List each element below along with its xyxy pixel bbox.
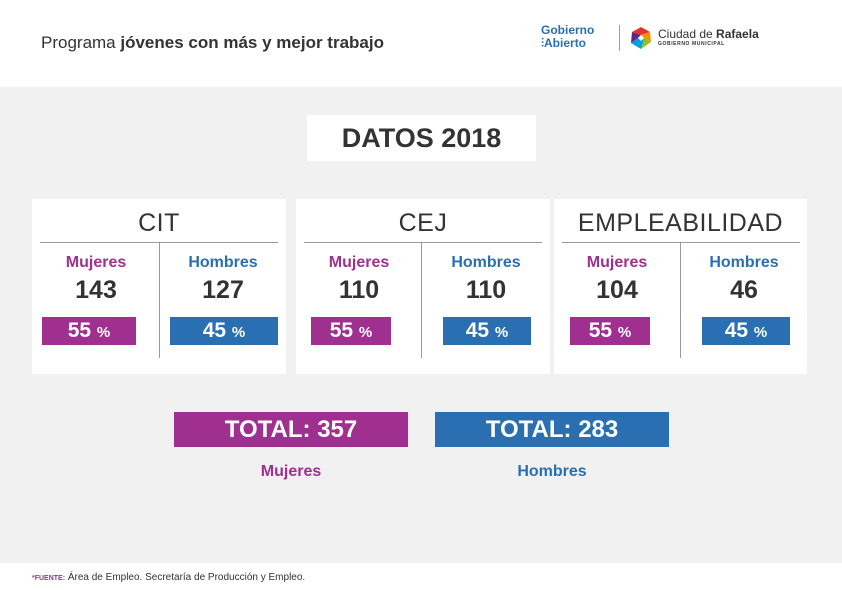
- percent-unit: %: [494, 324, 509, 341]
- footer-source: *FUENTE: Área de Empleo. Secretaría de P…: [32, 572, 305, 583]
- program-title: Programa jóvenes con más y mejor trabajo: [41, 33, 384, 53]
- percent-unit: %: [753, 324, 768, 341]
- card-cit: CIT Mujeres Hombres 143 127 55 % 45 %: [32, 199, 286, 374]
- gobierno-abierto-logo: Gobierno ⫶Abierto: [541, 24, 611, 50]
- source-label: *FUENTE:: [32, 575, 66, 582]
- hombres-percent-value: 45: [202, 319, 227, 342]
- hombres-count: 46: [730, 276, 758, 304]
- card-title: EMPLEABILIDAD: [577, 209, 784, 237]
- hombres-label: Hombres: [709, 254, 779, 271]
- card-title: CEJ: [398, 209, 448, 237]
- total-mujeres-label: Mujeres: [260, 463, 322, 480]
- logo-ciudad-text: Ciudad de: [658, 27, 717, 41]
- mujeres-percent-value: 55: [588, 319, 613, 342]
- card-column-divider: [680, 243, 681, 358]
- mujeres-count: 143: [75, 276, 117, 304]
- logo-abierto-line: ⫶Abierto: [541, 36, 587, 50]
- logo-subtitle: GOBIERNO MUNICIPAL: [658, 41, 725, 47]
- total-hombres-label: Hombres: [517, 463, 587, 480]
- mujeres-percent: 55 %: [570, 317, 650, 345]
- page-title: DATOS 2018: [307, 115, 536, 161]
- card-column-divider: [421, 243, 422, 358]
- logo-rafaela-text: Rafaela: [716, 27, 759, 41]
- card-divider: [304, 242, 542, 243]
- mujeres-label: Mujeres: [586, 254, 648, 271]
- total-hombres: TOTAL: 283: [435, 412, 669, 447]
- percent-unit: %: [617, 324, 632, 341]
- hombres-label: Hombres: [451, 254, 521, 271]
- logo-abierto-text: Abierto: [544, 36, 587, 50]
- logo-gobierno-text: Gobierno: [541, 23, 595, 37]
- percent-unit: %: [358, 324, 373, 341]
- card-column-divider: [159, 243, 160, 358]
- card-cej: CEJ Mujeres Hombres 110 110 55 % 45 %: [296, 199, 550, 374]
- program-title-plain: Programa: [41, 33, 121, 52]
- percent-unit: %: [231, 324, 246, 341]
- hombres-label: Hombres: [188, 254, 258, 271]
- logo-city-name: Ciudad de Rafaela: [658, 28, 759, 41]
- hombres-count: 110: [465, 276, 507, 304]
- hombres-count: 127: [202, 276, 244, 304]
- program-title-bold: jóvenes con más y mejor trabajo: [120, 33, 384, 52]
- card-divider: [40, 242, 278, 243]
- mujeres-label: Mujeres: [328, 254, 390, 271]
- header: Programa jóvenes con más y mejor trabajo…: [0, 0, 842, 87]
- source-text: Área de Empleo. Secretaría de Producción…: [67, 572, 306, 583]
- percent-unit: %: [96, 324, 111, 341]
- hombres-percent-value: 45: [724, 319, 749, 342]
- card-title: CIT: [138, 209, 180, 237]
- mujeres-count: 110: [338, 276, 380, 304]
- hombres-percent: 45 %: [170, 317, 278, 345]
- main-panel: DATOS 2018 CIT Mujeres Hombres 143 127 5…: [0, 87, 842, 563]
- hombres-percent-value: 45: [465, 319, 490, 342]
- hombres-percent: 45 %: [443, 317, 531, 345]
- card-divider: [562, 242, 800, 243]
- mujeres-label: Mujeres: [65, 254, 127, 271]
- ciudad-rafaela-icon: [631, 27, 651, 49]
- mujeres-percent-value: 55: [329, 319, 354, 342]
- total-mujeres: TOTAL: 357: [174, 412, 408, 447]
- mujeres-count: 104: [596, 276, 638, 304]
- mujeres-percent-value: 55: [67, 319, 92, 342]
- ciudad-rafaela-logo: Ciudad de Rafaela GOBIERNO MUNICIPAL: [658, 28, 759, 48]
- hombres-percent: 45 %: [702, 317, 790, 345]
- logo-divider: [619, 25, 620, 51]
- mujeres-percent: 55 %: [311, 317, 391, 345]
- card-empleabilidad: EMPLEABILIDAD Mujeres Hombres 104 46 55 …: [554, 199, 807, 374]
- mujeres-percent: 55 %: [42, 317, 136, 345]
- logos: Gobierno ⫶Abierto Ciudad de Rafaela GOBI…: [541, 24, 781, 54]
